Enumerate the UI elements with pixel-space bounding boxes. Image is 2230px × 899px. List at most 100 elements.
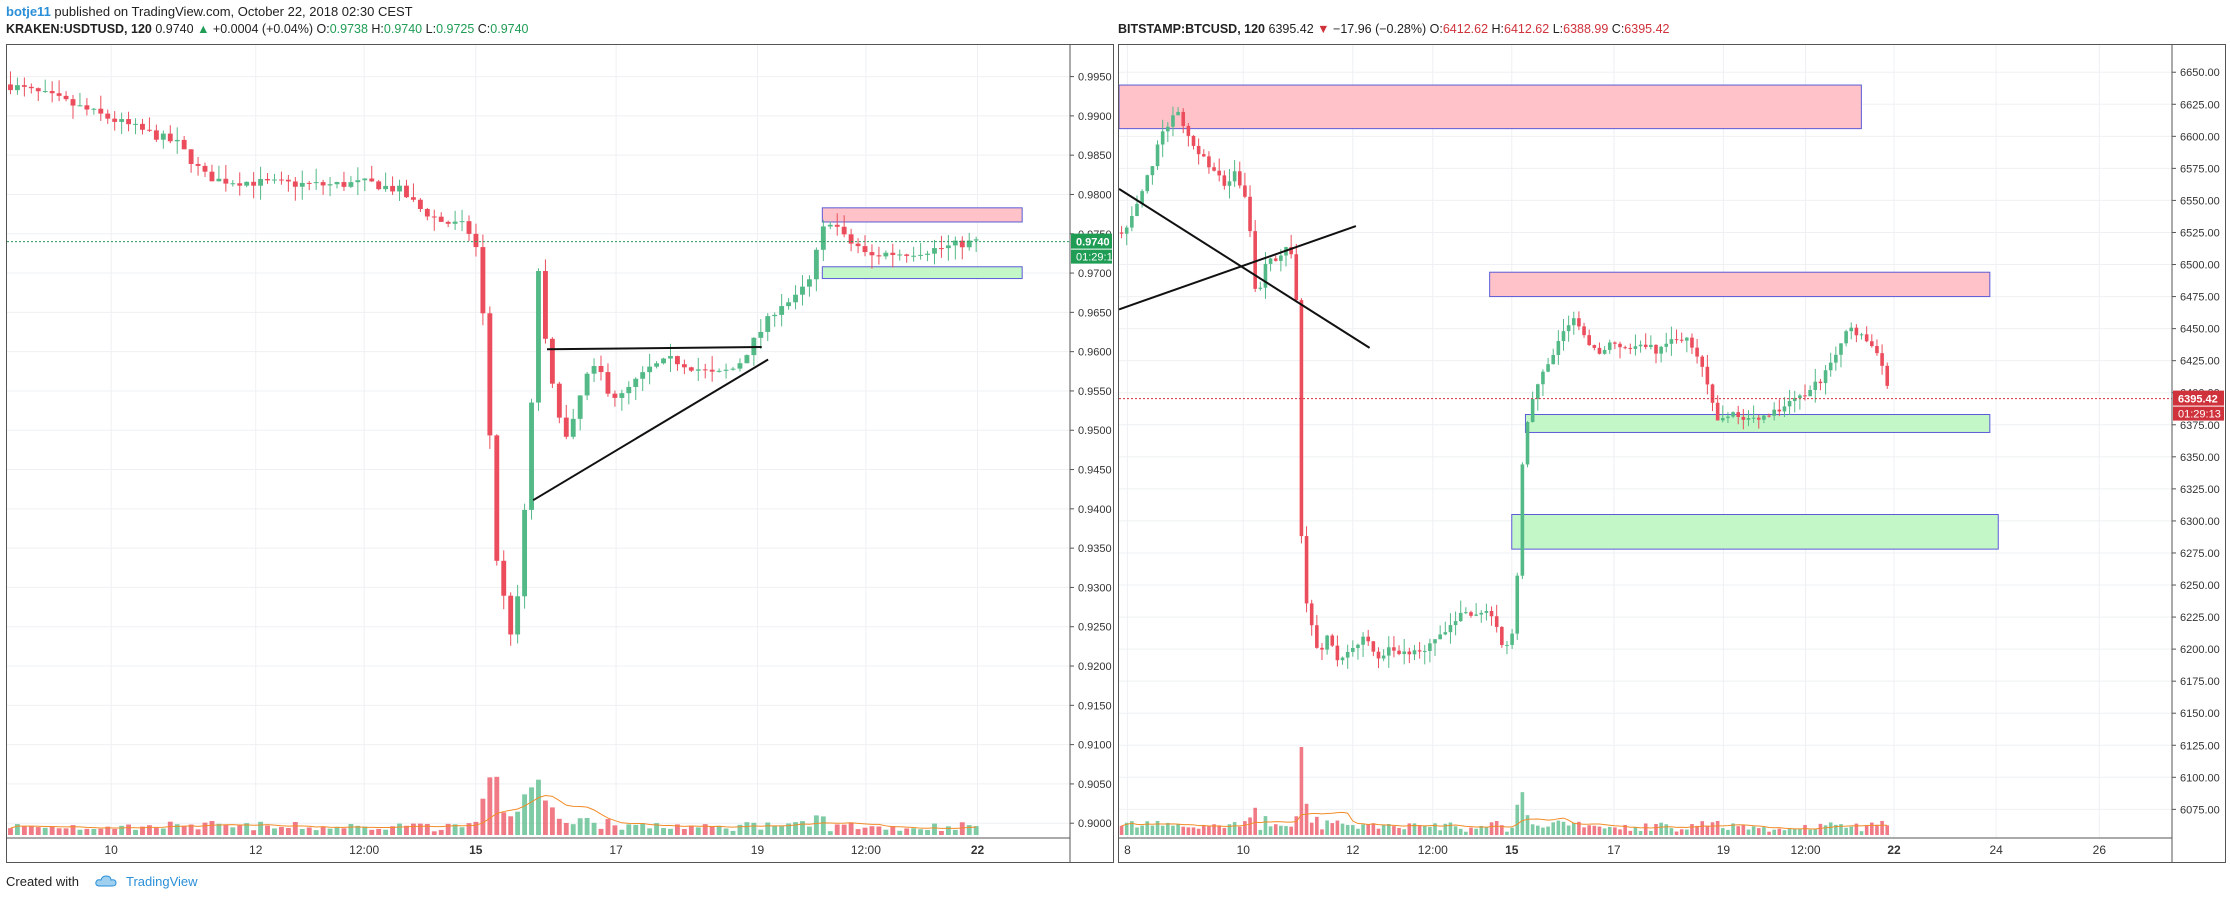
volume-bar: [751, 822, 757, 835]
volume-bar: [1273, 824, 1278, 835]
chart-svg-btcusd[interactable]: 6650.00 6625.00 6600.00 6575.00 6550.00 6525.…: [1118, 45, 2225, 862]
candle-body: [56, 93, 62, 96]
volume-bar: [1505, 831, 1509, 835]
candle-body: [1633, 346, 1638, 349]
candle-body: [1361, 636, 1365, 645]
volume-bar: [1294, 816, 1299, 835]
volume-bar: [348, 824, 354, 835]
candle-body: [452, 221, 458, 224]
candle-body: [1155, 144, 1160, 167]
volume-bar: [1736, 826, 1741, 835]
volume-bar: [1566, 825, 1571, 835]
volume-bar: [549, 807, 555, 835]
y-tick-label: 6375.00: [2180, 420, 2220, 432]
volume-bar: [605, 819, 611, 835]
volume-bar: [1731, 823, 1735, 835]
volume-bar: [1813, 829, 1818, 835]
chart-panel-btcusd[interactable]: 6650.00 6625.00 6600.00 6575.00 6550.00 6525.…: [1118, 44, 2226, 863]
y-tick-label: 0.9250: [1078, 622, 1112, 634]
candle-body: [1248, 196, 1252, 232]
volume-bar: [1782, 830, 1787, 835]
candle-body: [216, 178, 222, 182]
candle-body: [841, 226, 847, 235]
tradingview-link[interactable]: TradingView: [126, 874, 198, 889]
candle-body: [1237, 171, 1242, 186]
candle-body: [1510, 633, 1514, 645]
candle-body: [577, 395, 583, 419]
volume-bar: [181, 826, 187, 835]
volume-bar: [1428, 826, 1432, 835]
candle-body: [730, 368, 736, 370]
candle-body: [362, 178, 368, 181]
volume-bar: [223, 824, 229, 835]
volume-bar: [918, 829, 924, 835]
volume-bar: [661, 828, 666, 835]
candle-body: [945, 245, 951, 249]
candle-body: [1243, 185, 1247, 197]
candle-body: [417, 199, 423, 209]
candle-body: [542, 271, 548, 339]
volume-bar: [362, 826, 368, 835]
candle-body: [897, 254, 903, 256]
x-tick-label: 10: [104, 843, 118, 857]
volume-bar: [848, 822, 854, 835]
candle-body: [28, 86, 34, 89]
y-tick-label: 0.9300: [1078, 582, 1112, 594]
candle-body: [1258, 287, 1263, 289]
x-tick-label: 26: [2093, 843, 2107, 857]
candle-body: [1844, 331, 1848, 344]
volume-bar: [911, 828, 917, 835]
volume-bar: [508, 816, 514, 835]
volume-bar: [925, 829, 930, 835]
ohlc-l-label: L:: [1552, 22, 1564, 36]
candle-body: [1428, 643, 1432, 651]
candle-body: [1659, 346, 1663, 354]
volume-bar: [1335, 820, 1340, 835]
volume-bar: [1762, 827, 1766, 835]
price-tag-label: 0.9740: [1076, 237, 1110, 249]
candle-body: [1330, 635, 1335, 646]
chart-svg-usdtusd[interactable]: 0.99500.99000.98500.98000.97500.97000.96…: [7, 45, 1119, 862]
y-tick-label: 6575.00: [2180, 163, 2220, 175]
author-link[interactable]: botje11: [6, 4, 51, 19]
candle-body: [1227, 181, 1232, 186]
volume-bar: [1289, 826, 1293, 835]
volume-bar: [473, 821, 479, 835]
candle-body: [1273, 258, 1278, 261]
volume-bar: [1854, 823, 1859, 835]
chart-panel-usdtusd[interactable]: 0.99500.99000.98500.98000.97500.97000.96…: [6, 44, 1119, 863]
volume-bar: [1484, 826, 1489, 835]
countdown-label: 01:29:12: [1076, 252, 1113, 264]
volume-bar: [1602, 828, 1607, 835]
ohlc-low: 0.9725: [436, 22, 475, 36]
ohlc-c-label: C:: [477, 22, 491, 36]
volume-bar: [1798, 829, 1802, 835]
volume-bar: [1166, 822, 1170, 835]
candle-body: [112, 118, 118, 122]
candle-body: [1700, 356, 1705, 367]
candle-body: [1792, 398, 1797, 402]
candle-body: [1299, 300, 1304, 537]
candle-body: [466, 221, 472, 234]
candle-body: [272, 179, 277, 181]
volume-bar: [744, 822, 750, 835]
volume-bar: [1864, 825, 1869, 835]
volume-bar: [369, 829, 375, 835]
volume-bar: [932, 823, 937, 835]
candle-body: [640, 372, 646, 379]
x-tick-label: 17: [609, 843, 623, 857]
trendline: [1118, 225, 1357, 311]
volume-bar: [28, 825, 34, 835]
volume-bar: [1458, 828, 1463, 835]
volume-bar: [1880, 820, 1884, 835]
volume-bar: [1756, 828, 1761, 835]
ticker-line-right: BITSTAMP:BTCUSD, 120 6395.42 ▼ −17.96 (−…: [1118, 22, 1669, 36]
candle-body: [1289, 247, 1293, 255]
y-tick-label: 6175.00: [2180, 676, 2220, 688]
volume-bar: [195, 829, 201, 835]
y-tick-label: 6125.00: [2180, 740, 2220, 752]
volume-bar: [598, 828, 604, 835]
tradingview-cloud-icon: [94, 875, 117, 890]
candle-body: [1171, 115, 1175, 127]
volume-bar: [584, 817, 590, 835]
